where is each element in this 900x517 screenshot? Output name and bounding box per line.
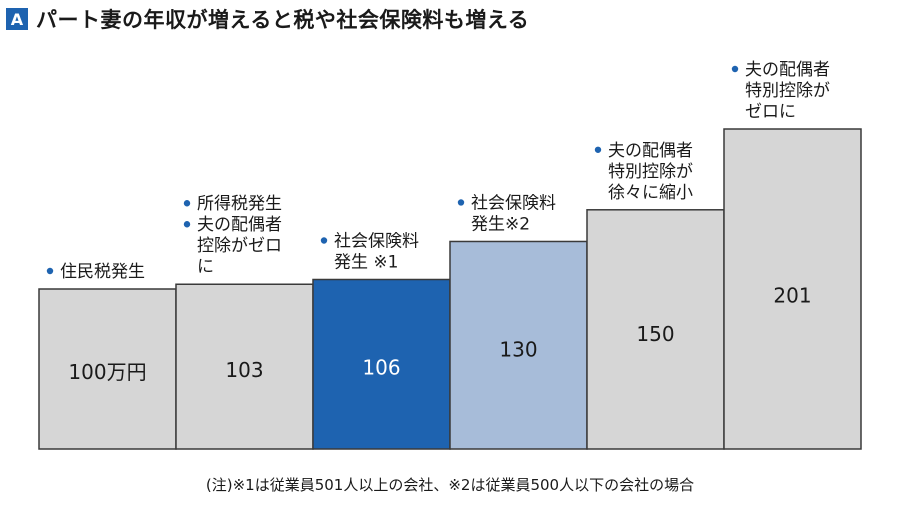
- annotation-bullet: [183, 200, 191, 207]
- annotation-bullet: [320, 237, 328, 244]
- annotation-text: 徐々に縮小: [608, 183, 693, 203]
- annotation-text: 発生※2: [471, 214, 530, 234]
- annotation-bullet: [731, 65, 739, 73]
- annotation-text: 夫の配偶者: [745, 60, 830, 80]
- bar-chart: 100万円住民税発生103所得税発生夫の配偶者控除がゼロに106社会保険料発生 …: [38, 60, 862, 450]
- annotation-text: 夫の配偶者: [197, 215, 282, 235]
- annotation-bullet: [183, 221, 191, 228]
- chart-title: パート妻の年収が増えると税や社会保険料も増える: [36, 8, 530, 32]
- footnote: (注)※1は従業員501人以上の会社、※2は従業員500人以下の会社の場合: [205, 476, 695, 494]
- annotation-text: 控除がゼロ: [197, 236, 282, 256]
- bar-4: [586, 209, 725, 450]
- annotation-text: 特別控除が: [745, 81, 830, 101]
- annotation-text: 特別控除が: [608, 162, 693, 182]
- bar-value-label-1: 103: [225, 358, 263, 382]
- annotation-text: 夫の配偶者: [608, 141, 693, 161]
- bar-value-label-5: 201: [773, 283, 811, 307]
- bar-5: [723, 128, 862, 450]
- annotation-text: 所得税発生: [197, 194, 282, 214]
- annotation-text: 住民税発生: [60, 262, 145, 282]
- bar-value-label-4: 150: [636, 322, 674, 346]
- annotation-text: 社会保険料: [334, 231, 419, 251]
- annotation-text: 社会保険料: [471, 193, 556, 213]
- bar-value-label-3: 130: [499, 337, 537, 361]
- annotation-text: ゼロに: [745, 102, 796, 122]
- bar-2: [312, 278, 451, 450]
- bar-value-label-0: 100万円: [68, 360, 146, 384]
- chart-header: A パート妻の年収が増えると税や社会保険料も増える: [6, 6, 529, 32]
- annotation-bullet: [594, 146, 602, 153]
- bar-value-label-2: 106: [362, 356, 400, 380]
- bar-0: [38, 288, 177, 450]
- bar-1: [175, 283, 314, 450]
- annotation-text: に: [197, 257, 214, 277]
- annotation-bullet: [46, 267, 54, 275]
- section-badge: A: [6, 8, 28, 30]
- annotation-text: 発生 ※1: [334, 252, 398, 272]
- annotation-bullet: [457, 199, 465, 206]
